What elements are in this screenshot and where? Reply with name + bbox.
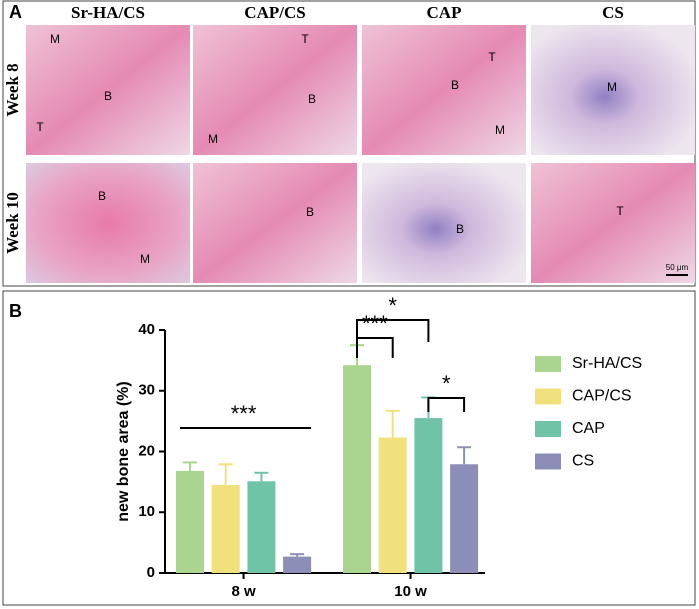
significance-label: *	[442, 371, 451, 396]
significance-bracket	[356, 337, 394, 358]
histology-image	[362, 25, 526, 155]
bar	[378, 437, 407, 573]
bar	[176, 470, 204, 573]
x-tick-label: 8 w	[231, 583, 256, 600]
bar	[450, 464, 479, 573]
legend-label: CAP/CS	[572, 388, 632, 405]
legend-swatch	[535, 421, 561, 437]
image-label: B	[456, 222, 464, 236]
bar	[247, 481, 276, 573]
image-label: M	[50, 32, 60, 46]
histology-image	[193, 25, 357, 155]
legend-label: CS	[572, 453, 594, 470]
histology-image	[531, 163, 695, 283]
y-tick-label: 0	[147, 564, 155, 581]
y-axis-label: new bone area (%)	[115, 381, 132, 521]
y-tick-label: 30	[138, 382, 155, 399]
image-label: T	[36, 120, 44, 134]
histology-image	[26, 25, 190, 155]
image-label: B	[451, 78, 459, 92]
scale-bar-label: 50 μm	[666, 263, 689, 272]
image-label: B	[308, 92, 316, 106]
image-label: B	[306, 205, 314, 219]
column-header: Sr-HA/CS	[71, 3, 145, 22]
histology-image	[26, 163, 190, 283]
legend-swatch	[535, 356, 561, 372]
image-label: M	[208, 132, 218, 146]
y-tick-label: 20	[138, 442, 155, 459]
significance-bracket	[427, 397, 466, 412]
image-label: M	[607, 80, 617, 94]
row-header: Week 8	[3, 63, 22, 116]
y-tick-label: 10	[138, 503, 155, 520]
histology-image	[362, 163, 526, 283]
histology-image	[531, 25, 695, 155]
bar	[211, 484, 240, 573]
significance-label: ***	[231, 401, 257, 426]
x-tick-label: 10 w	[394, 583, 427, 600]
image-label: B	[98, 189, 106, 203]
panel-a: Sr-HA/CS CAP/CS CAP CS Week 8 Week 10 M B T T B M T B…	[3, 3, 695, 283]
y-tick-label: 40	[138, 321, 155, 338]
panel-b-frame	[2, 290, 696, 606]
row-header: Week 10	[3, 192, 22, 254]
panel-label: A	[9, 2, 22, 22]
image-label: T	[488, 50, 496, 64]
image-label: M	[140, 252, 150, 266]
histology-image	[193, 163, 357, 283]
significance-label: *	[388, 293, 397, 318]
image-label: B	[104, 89, 112, 103]
bar	[283, 556, 312, 573]
panel-label: B	[9, 301, 22, 321]
significance-label: ***	[362, 311, 388, 336]
image-label: T	[301, 32, 309, 46]
image-label: M	[495, 123, 505, 137]
legend-label: Sr-HA/CS	[572, 355, 642, 372]
column-header: CAP/CS	[244, 3, 305, 22]
column-header: CAP	[427, 3, 462, 22]
legend-swatch	[535, 388, 561, 405]
image-label: T	[616, 204, 624, 218]
column-header: CS	[602, 3, 624, 22]
significance-bracket	[356, 319, 430, 342]
legend-swatch	[535, 453, 561, 470]
legend-label: CAP	[572, 420, 605, 437]
bar	[343, 365, 371, 573]
bar	[414, 418, 443, 573]
